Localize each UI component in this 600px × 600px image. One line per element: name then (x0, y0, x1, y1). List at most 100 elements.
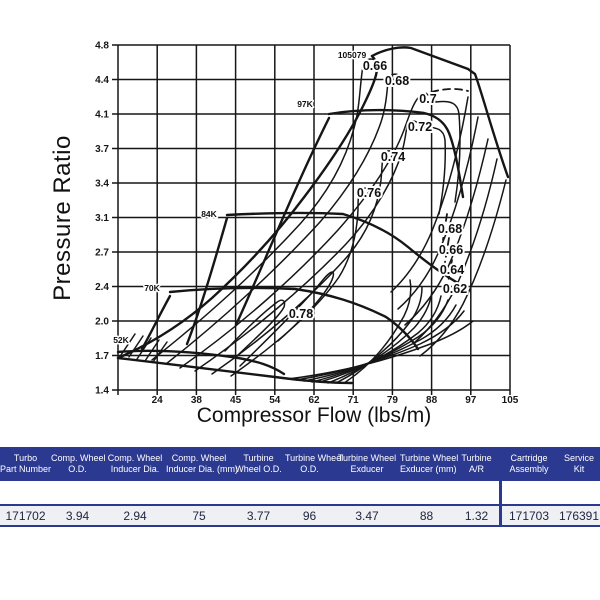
contour-066-left (151, 58, 380, 361)
dash-r3 (447, 259, 453, 283)
column-header-7: Turbine Wheel Exducer (337, 452, 397, 475)
speed-label: 84K (201, 209, 217, 219)
efficiency-contour-label: 0.66 (363, 59, 387, 73)
efficiency-contour-label: 0.7 (419, 92, 436, 106)
fan-5 (319, 295, 442, 383)
x-axis-title: Compressor Flow (lbs/m) (196, 404, 432, 427)
cell-9: 1.32 (464, 508, 489, 523)
efficiency-contour-label: 0.64 (440, 263, 464, 277)
y-tick-label: 4.1 (95, 110, 109, 121)
cell-11: 176391 (558, 508, 600, 523)
efficiency-contour-label: 0.68 (438, 222, 462, 236)
contour-072-left (194, 120, 422, 372)
column-header-11: Service Kit (563, 452, 594, 475)
y-tick-label: 4.4 (95, 75, 109, 86)
y-tick-label: 3.7 (95, 144, 109, 155)
fan-3 (303, 304, 457, 382)
contour-078-hairpin (224, 299, 286, 357)
x-tick-label: 38 (191, 395, 203, 406)
surge-line (116, 54, 379, 360)
contour-068-left (165, 73, 403, 365)
contour-07-right (435, 100, 461, 203)
speed-line-84k-rise (185, 216, 229, 346)
fan-8 (343, 279, 412, 384)
cell-3: 2.94 (123, 508, 147, 523)
x-tick-label: 24 (152, 395, 164, 406)
column-header-6: Turbine Wheel O.D. (285, 452, 344, 475)
y-axis-title: Pressure Ratio (49, 135, 76, 301)
speed-label: 70K (144, 283, 160, 293)
y-tick-label: 2.7 (95, 248, 109, 259)
cell-2: 3.94 (65, 508, 90, 523)
y-tick-label: 4.8 (95, 41, 109, 52)
spec-table-row: 171702 3.94 2.94 75 3.77 96 3.47 88 1.32 171703 17… (0, 504, 600, 527)
x-tick-label: 71 (348, 395, 360, 406)
efficiency-contour-label: 0.78 (289, 307, 313, 321)
spec-table-header: Turbo Part Number Comp. Wheel O.D. Comp. Whe… (0, 447, 600, 481)
column-header-1: Turbo Part Number (0, 452, 52, 475)
cell-5: 3.77 (246, 508, 271, 523)
contour-078-outer (239, 271, 335, 367)
dash-r1 (442, 213, 448, 241)
cell-7: 3.47 (355, 508, 379, 523)
y-tick-label: 2.4 (95, 282, 109, 293)
bottom-boundary (116, 356, 354, 385)
dash-r2 (444, 237, 450, 263)
fan-6 (327, 291, 433, 384)
y-tick-label: 1.7 (95, 351, 109, 362)
cell-4: 75 (192, 508, 206, 523)
speed-label: 97K (297, 99, 313, 109)
column-header-5: Turbine Wheel O.D. (235, 452, 282, 475)
column-header-9: Turbine A/R (461, 452, 492, 475)
contour-07-left (179, 93, 437, 369)
x-tick-label: 97 (465, 395, 477, 406)
efficiency-contour-label: 0.62 (443, 282, 467, 296)
speed-line-84k (225, 211, 460, 285)
cell-10: 171703 (508, 508, 550, 523)
choke-3 (404, 138, 489, 326)
y-tick-label: 2.0 (95, 317, 109, 328)
cell-1: 171702 (5, 508, 46, 523)
speed-label: 52K (113, 335, 129, 345)
speed-line-97k-rise (234, 116, 331, 327)
y-tick-label: 3.1 (95, 213, 109, 224)
fan-2 (295, 310, 465, 381)
x-tick-label: 88 (426, 395, 438, 406)
speed-line-97k (327, 108, 465, 199)
compressor-map: 24 38 45 54 62 71 79 88 97 105 4.8 4.4 4.1 3.7 3.4 3.1 2… (49, 41, 519, 428)
fan-4 (311, 299, 449, 383)
speed-label: 105079 (338, 50, 367, 60)
fan-7 (335, 286, 423, 384)
x-tick-label: 105 (502, 395, 519, 406)
efficiency-contour-label: 0.68 (385, 74, 409, 88)
dash-top (419, 88, 469, 97)
x-tick-label: 79 (387, 395, 399, 406)
hatch-4 (144, 339, 160, 362)
x-tick-label: 45 (230, 395, 242, 406)
compressor-map-plot: 24 38 45 54 62 71 79 88 97 105 4.8 4.4 4.1 3.7 3.4 3.1 2… (95, 41, 519, 407)
contour-072-right (420, 126, 446, 215)
speed-line-52k (116, 349, 286, 376)
cell-8: 88 (419, 508, 434, 523)
x-tick-label: 54 (269, 395, 281, 406)
efficiency-contour-label: 0.74 (381, 150, 405, 164)
column-header-2: Comp. Wheel O.D. (51, 452, 106, 475)
hatch-2 (128, 335, 144, 358)
x-tick-label: 62 (308, 395, 320, 406)
column-header-4: Comp. Wheel Inducer Dia. (mm) (166, 452, 239, 475)
spec-table: Turbo Part Number Comp. Wheel O.D. Comp. Whe… (0, 447, 600, 527)
fan-1 (287, 320, 474, 380)
efficiency-contour-label: 0.76 (357, 186, 381, 200)
hatch-5 (152, 341, 168, 363)
column-header-8: Turbine Wheel Exducer (mm) (400, 452, 459, 475)
efficiency-contour-label: 0.72 (408, 120, 432, 134)
hatch-3 (136, 337, 152, 360)
column-header-10: Cartridge Assembly (509, 452, 549, 475)
choke-4 (397, 116, 479, 310)
hatch-1 (120, 333, 136, 356)
cell-6: 96 (302, 508, 317, 523)
contour-074-left (211, 150, 397, 375)
y-tick-label: 1.4 (95, 386, 109, 397)
choke-5 (390, 96, 469, 293)
